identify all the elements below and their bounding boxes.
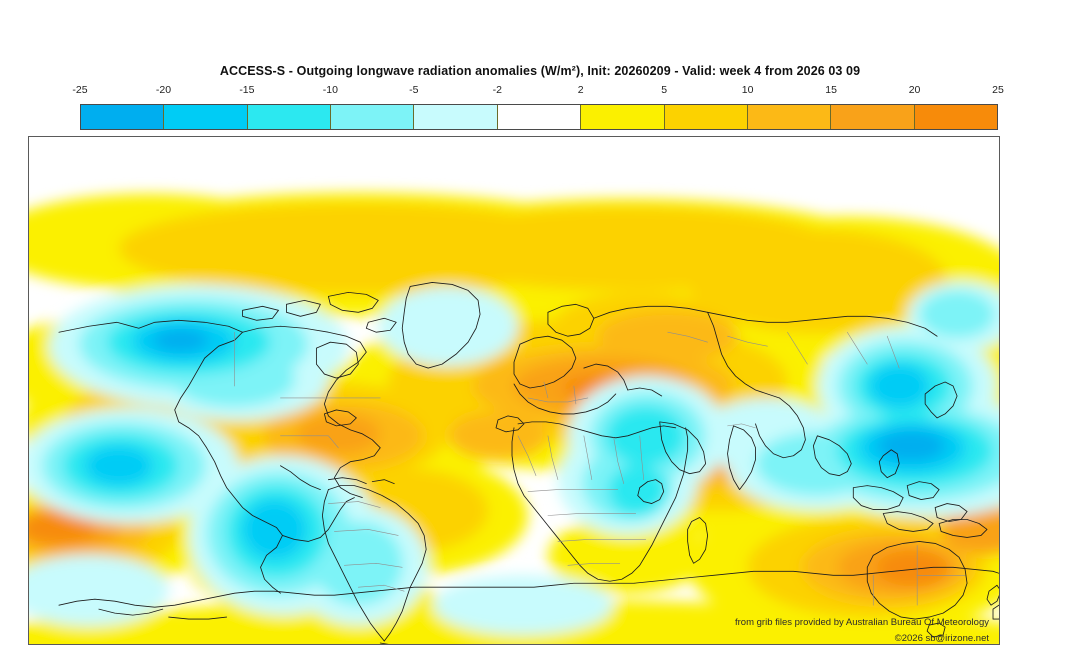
colorbar-tick: -25 — [72, 84, 88, 96]
credit-source: from grib files provided by Australian B… — [735, 617, 989, 628]
cool-band-m15tom20 — [84, 319, 967, 560]
colorbar-tick: -10 — [322, 84, 338, 96]
colorbar-tick: 15 — [825, 84, 837, 96]
colorbar-tick: 5 — [661, 84, 668, 96]
map-frame: from grib files provided by Australian B… — [28, 136, 1000, 645]
colorbar-band — [831, 105, 915, 129]
colorbar-band — [164, 105, 248, 129]
colorbar-band — [914, 105, 997, 129]
colorbar-tick: -15 — [239, 84, 255, 96]
colorbar-band — [247, 105, 332, 129]
colorbar-tick: 2 — [577, 84, 584, 96]
colorbar: -25 -20 -15 -10 -5 -2 2 5 10 15 20 25 — [72, 84, 1004, 130]
colorbar-band — [81, 105, 165, 129]
world-anomaly-map — [29, 137, 999, 644]
anomaly-field — [29, 192, 999, 644]
colorbar-band — [414, 105, 498, 129]
colorbar-band — [747, 105, 832, 129]
colorbar-bands — [80, 104, 998, 130]
page-title: ACCESS-S - Outgoing longwave radiation a… — [219, 64, 861, 78]
coastlines — [58, 282, 999, 644]
colorbar-tick: -2 — [492, 84, 502, 96]
colorbar-tick: 10 — [741, 84, 754, 96]
colorbar-band — [664, 105, 748, 129]
colorbar-band — [497, 105, 582, 129]
colorbar-tick-labels: -25 -20 -15 -10 -5 -2 2 5 10 15 20 25 — [72, 84, 1003, 102]
colorbar-band — [331, 105, 415, 129]
colorbar-tick: 20 — [908, 84, 921, 96]
cool-band-m20tom25 — [152, 328, 946, 462]
colorbar-band — [581, 105, 665, 129]
credit-copyright: ©2026 sb@irizone.net — [894, 633, 989, 644]
colorbar-tick: 25 — [992, 84, 1004, 96]
colorbar-tick: -5 — [409, 84, 419, 96]
colorbar-tick: -20 — [155, 84, 172, 96]
